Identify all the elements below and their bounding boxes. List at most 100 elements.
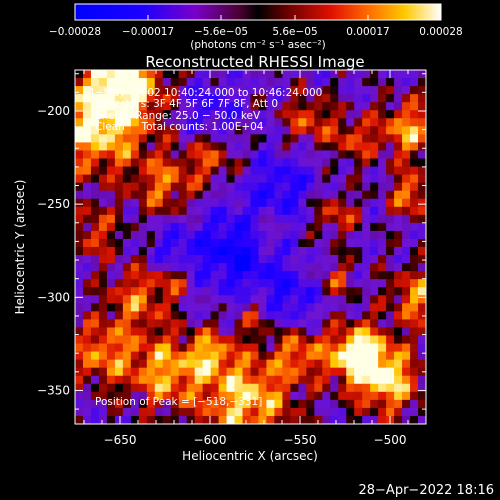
heatmap-cell [170,78,180,87]
heatmap-cell [378,375,387,385]
heatmap-cell [218,311,228,321]
heatmap-cell [322,399,331,409]
heatmap-cell [378,367,387,377]
heatmap-cell [394,86,403,95]
heatmap-cell [362,263,371,272]
heatmap-cell [250,198,260,208]
heatmap-cell [410,255,419,264]
heatmap-cell [202,359,212,369]
heatmap-cell [98,206,108,216]
heatmap-cell [178,279,188,288]
heatmap-cell [354,86,363,95]
heatmap-cell [314,327,323,337]
heatmap-cell [186,118,196,127]
heatmap-cell [258,118,268,127]
heatmap-cell [306,110,315,119]
heatmap-cell [266,279,276,288]
heatmap-cell [202,303,212,312]
heatmap-cell [210,287,220,296]
heatmap-cell [194,255,204,264]
heatmap-cell [138,238,148,248]
heatmap-cell [346,247,355,256]
heatmap-cell [314,375,323,385]
heatmap-cell [82,230,92,240]
heatmap-cell [130,230,140,240]
heatmap-cell [402,263,411,272]
heatmap-cell [370,287,379,296]
heatmap-cell [138,279,148,288]
heatmap-cell [178,343,188,353]
heatmap-cell [170,399,180,409]
heatmap-cell [386,383,395,393]
heatmap-cell [218,118,228,127]
heatmap-cell [290,399,299,409]
heatmap-cell [322,343,331,353]
heatmap-cell [98,238,108,248]
heatmap-cell [82,247,92,256]
heatmap-cell [122,279,132,288]
heatmap-cell [290,359,299,369]
heatmap-cell [402,110,411,119]
heatmap-cell [82,102,92,111]
heatmap-cell [218,375,228,385]
heatmap-cell [266,126,276,135]
heatmap-cell [338,86,347,95]
heatmap-cell [82,271,92,280]
plot-frame [74,69,427,425]
heatmap-cell [298,391,307,401]
heatmap-cell [354,311,363,321]
heatmap-cell [194,174,204,184]
heatmap-cell [234,110,244,119]
heatmap-cell [90,102,100,111]
heatmap-cell [250,255,260,264]
footer-timestamp: 28−Apr−2022 18:16 [358,483,495,498]
heatmap-cell [370,303,379,312]
heatmap-cell [266,263,276,272]
heatmap-cell [282,335,291,345]
heatmap-cell [250,295,260,304]
heatmap-cell [298,383,307,393]
heatmap-cell [194,142,204,152]
heatmap-cell [106,134,116,144]
heatmap-cell [250,150,260,160]
colorbar-ticks [74,15,442,20]
heatmap-cell [410,110,419,119]
heatmap-cell [394,190,403,200]
heatmap-cell [178,78,188,87]
heatmap-cell [346,359,355,369]
heatmap-cell [186,263,196,272]
heatmap-cell [98,94,108,103]
heatmap-cell [178,222,188,232]
heatmap-cell [250,126,260,135]
heatmap-cell [178,174,188,184]
heatmap-cell [154,158,164,168]
heatmap-cell [75,70,84,79]
heatmap-cell [386,271,395,280]
heatmap-cell [354,78,363,87]
heatmap-cell [410,287,419,296]
heatmap-cell [82,126,92,135]
heatmap-cell [146,230,156,240]
heatmap-cell [330,255,339,264]
heatmap-cell [378,343,387,353]
heatmap-cell [418,399,426,409]
heatmap-cell [258,375,268,385]
heatmap-cell [90,391,100,401]
heatmap-cell [314,383,323,393]
heatmap-cell [282,295,291,304]
heatmap-cell [194,303,204,312]
heatmap-cell [122,407,132,417]
heatmap-cell [170,391,180,401]
heatmap-cell [170,142,180,152]
heatmap-cell [394,150,403,160]
heatmap-cell [258,94,268,103]
heatmap-cell [282,359,291,369]
heatmap-cell [202,150,212,160]
heatmap-cell [282,206,291,216]
heatmap-cell [386,407,395,417]
heatmap-cell [298,206,307,216]
heatmap-cell [178,247,188,256]
heatmap-cell [338,335,347,345]
heatmap-cell [130,415,140,424]
heatmap-cell [138,351,148,361]
